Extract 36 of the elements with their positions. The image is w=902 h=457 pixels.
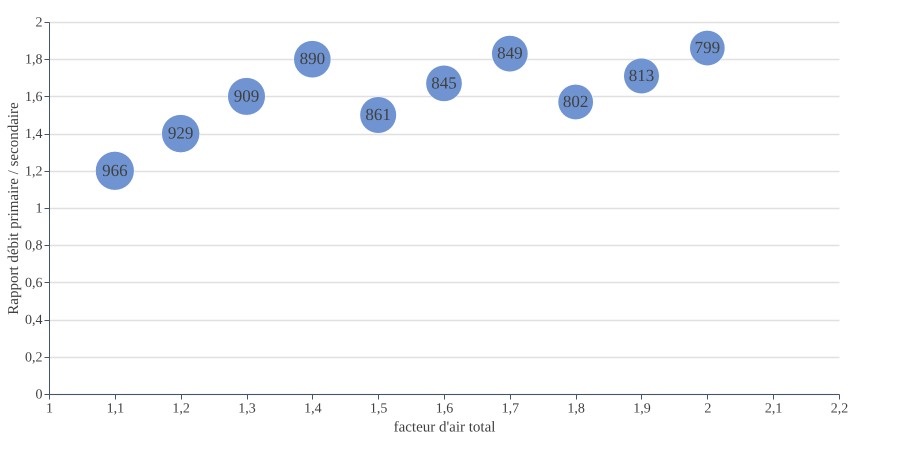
y-tick-label: 0,4 (25, 313, 42, 328)
y-tick-label: 1,4 (25, 127, 42, 142)
data-label: 813 (628, 66, 654, 85)
x-tick-label: 1,6 (436, 402, 454, 416)
x-tick-label: 2,2 (830, 402, 848, 416)
y-tick-label: 1,6 (25, 90, 42, 105)
x-tick-label: 2 (704, 402, 712, 416)
data-label: 909 (234, 86, 260, 106)
x-tick-label: 1,9 (633, 402, 651, 416)
data-label: 799 (694, 38, 720, 58)
data-label: 845 (431, 73, 457, 92)
x-tick-label: 1 (46, 402, 53, 416)
y-tick-label: 1,8 (25, 52, 42, 68)
x-tick-label: 2,1 (764, 402, 782, 416)
y-tick-label: 1,2 (25, 164, 42, 180)
data-label: 890 (300, 49, 326, 68)
data-label: 966 (102, 160, 128, 180)
x-tick-label: 1,7 (502, 402, 520, 416)
y-tick-label: 0,6 (25, 276, 42, 291)
x-tick-label: 1,4 (304, 402, 322, 416)
x-tick-label: 1,3 (238, 402, 256, 416)
y-axis-title: Rapport débit primaire / secondaire (6, 102, 22, 315)
x-tick-label: 1,1 (106, 402, 124, 416)
data-label: 861 (365, 105, 391, 124)
y-tick-label: 0,8 (25, 238, 42, 254)
x-tick-label: 1,8 (567, 402, 585, 416)
y-tick-label: 0,2 (25, 350, 42, 366)
data-label: 929 (168, 124, 194, 143)
x-axis-title: facteur d'air total (394, 420, 496, 436)
data-label: 802 (562, 92, 588, 111)
data-label: 849 (497, 44, 523, 63)
x-tick-label: 1,5 (370, 402, 388, 416)
y-tick-label: 1 (36, 202, 42, 216)
x-tick-label: 1,2 (172, 402, 190, 416)
y-tick-label: 2 (36, 16, 42, 30)
y-tick-label: 0 (36, 388, 42, 402)
